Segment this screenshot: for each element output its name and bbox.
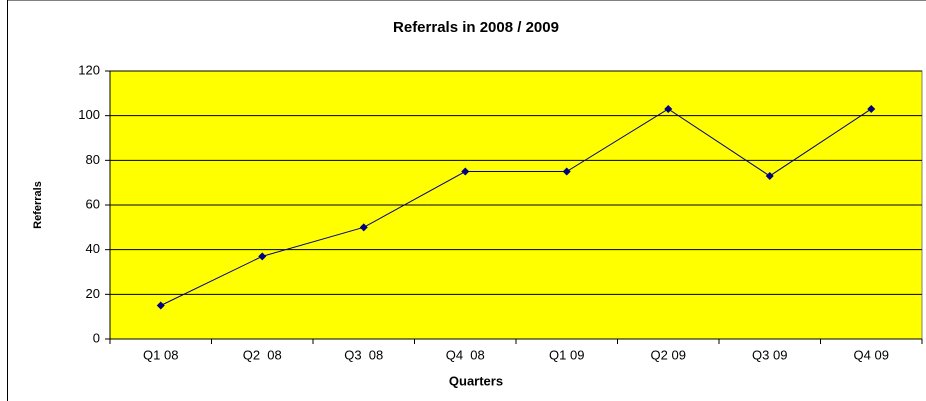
- line: [160, 108, 872, 306]
- x-tick-label: Q1 09: [549, 347, 584, 362]
- x-tick-label: Q3 08: [344, 347, 383, 362]
- x-tick-label: Q2 09: [651, 347, 686, 362]
- marker: [359, 223, 368, 232]
- marker: [258, 252, 267, 261]
- marker: [765, 171, 774, 180]
- x-axis-title: Quarters: [449, 373, 503, 388]
- chart-title: Referrals in 2008 / 2009: [393, 19, 559, 36]
- y-axis-title: Referrals: [32, 181, 44, 229]
- y-tick-label: 60: [86, 196, 100, 211]
- marker: [867, 104, 876, 113]
- y-tick-label: 20: [86, 286, 100, 301]
- marker: [461, 167, 470, 176]
- marker: [156, 301, 165, 310]
- x-tick-label: Q3 09: [752, 347, 787, 362]
- x-tick-label: Q4 09: [854, 347, 889, 362]
- y-tick-label: 0: [93, 330, 100, 345]
- y-tick-label: 80: [86, 152, 100, 167]
- marker: [562, 167, 571, 176]
- y-tick-label: 120: [78, 62, 100, 77]
- y-tick-label: 40: [86, 241, 100, 256]
- x-tick-label: Q1 08: [143, 347, 178, 362]
- marker: [664, 104, 673, 113]
- x-tick-label: Q4 08: [446, 347, 485, 362]
- x-tick-label: Q2 08: [243, 347, 282, 362]
- y-tick-label: 100: [78, 107, 100, 122]
